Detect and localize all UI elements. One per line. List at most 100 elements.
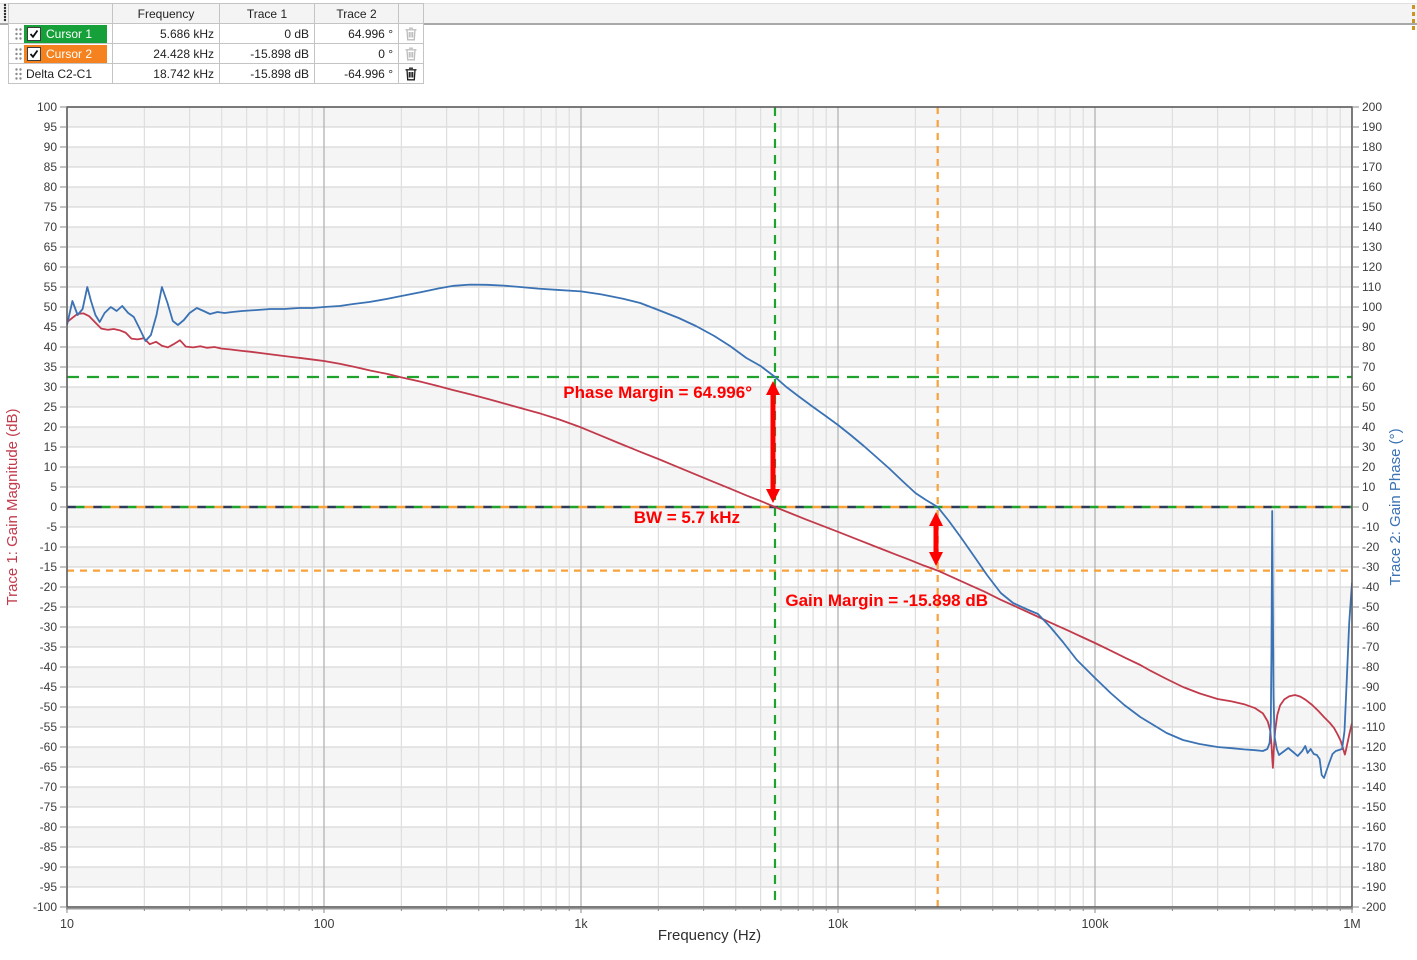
- svg-text:85: 85: [44, 160, 58, 174]
- table-drag-handle-icon[interactable]: [2, 3, 10, 23]
- svg-text:200: 200: [1362, 100, 1382, 114]
- gain-phase-trace: [67, 283, 1352, 779]
- svg-text:100: 100: [1362, 300, 1382, 314]
- svg-text:10: 10: [1362, 480, 1376, 494]
- svg-text:-90: -90: [40, 860, 58, 874]
- cursor-lines[interactable]: [67, 107, 1352, 907]
- svg-text:160: 160: [1362, 180, 1382, 194]
- band-shading: [67, 107, 1352, 887]
- svg-text:30: 30: [44, 380, 58, 394]
- row-header-3: Delta C2-C1: [8, 63, 113, 84]
- svg-text:80: 80: [1362, 340, 1376, 354]
- svg-text:-95: -95: [40, 880, 58, 894]
- row-header-2: Cursor 2: [8, 43, 113, 64]
- svg-text:-200: -200: [1362, 900, 1386, 914]
- svg-text:25: 25: [44, 400, 58, 414]
- svg-text:45: 45: [44, 320, 58, 334]
- svg-text:-60: -60: [1362, 620, 1380, 634]
- svg-text:-20: -20: [1362, 540, 1380, 554]
- trace1-value: 0 dB: [219, 23, 315, 44]
- svg-text:120: 120: [1362, 260, 1382, 274]
- row-drag-handle-icon[interactable]: [14, 27, 23, 41]
- trash-icon[interactable]: [404, 45, 418, 63]
- svg-text:-45: -45: [40, 680, 58, 694]
- trace1-value: -15.898 dB: [219, 63, 315, 84]
- svg-text:75: 75: [44, 200, 58, 214]
- svg-text:140: 140: [1362, 220, 1382, 234]
- frequency-value: 5.686 kHz: [112, 23, 220, 44]
- svg-text:50: 50: [1362, 400, 1376, 414]
- svg-text:-80: -80: [40, 820, 58, 834]
- svg-text:-150: -150: [1362, 800, 1386, 814]
- panel-resize-handle-icon[interactable]: [1411, 4, 1416, 34]
- phase-margin-arrow: [766, 381, 780, 503]
- svg-text:-110: -110: [1362, 720, 1385, 734]
- svg-text:100: 100: [314, 917, 335, 931]
- trash-icon[interactable]: [404, 25, 418, 43]
- svg-text:-160: -160: [1362, 820, 1386, 834]
- gain-margin-label: Gain Margin = -15.898 dB: [785, 591, 988, 610]
- svg-text:-90: -90: [1362, 680, 1380, 694]
- svg-text:20: 20: [1362, 460, 1376, 474]
- svg-text:10: 10: [44, 460, 58, 474]
- row-drag-handle-icon[interactable]: [14, 47, 23, 61]
- svg-text:10: 10: [60, 917, 74, 931]
- left-axis-title: Trace 1: Gain Magnitude (dB): [4, 408, 21, 605]
- svg-text:80: 80: [44, 180, 58, 194]
- svg-text:-100: -100: [1362, 700, 1386, 714]
- svg-text:-60: -60: [40, 740, 58, 754]
- svg-text:60: 60: [1362, 380, 1376, 394]
- trash-icon[interactable]: [404, 65, 418, 83]
- svg-text:-50: -50: [1362, 600, 1380, 614]
- trace1-value: -15.898 dB: [219, 43, 315, 64]
- svg-text:-70: -70: [40, 780, 58, 794]
- trace2-value: -64.996 °: [314, 63, 399, 84]
- svg-text:-80: -80: [1362, 660, 1380, 674]
- svg-text:-55: -55: [40, 720, 58, 734]
- column-header-blank-0: [8, 3, 113, 24]
- svg-text:170: 170: [1362, 160, 1382, 174]
- delete-cursor-cell: [398, 23, 424, 44]
- column-header-Frequency: Frequency: [112, 3, 220, 24]
- svg-text:130: 130: [1362, 240, 1382, 254]
- svg-text:-130: -130: [1362, 760, 1386, 774]
- svg-text:-140: -140: [1362, 780, 1386, 794]
- svg-text:0: 0: [1362, 500, 1369, 514]
- cursor-label: Cursor 2: [46, 46, 93, 61]
- row-drag-handle-icon[interactable]: [14, 67, 23, 81]
- cursor-visible-checkbox[interactable]: [27, 26, 41, 41]
- svg-text:90: 90: [1362, 320, 1376, 334]
- svg-text:10k: 10k: [828, 917, 849, 931]
- svg-text:-85: -85: [40, 840, 58, 854]
- svg-text:-5: -5: [46, 520, 57, 534]
- cursor-label: Cursor 1: [46, 26, 93, 41]
- svg-text:150: 150: [1362, 200, 1382, 214]
- phase-margin-label: Phase Margin = 64.996°: [563, 383, 752, 402]
- frequency-value: 18.742 kHz: [112, 63, 220, 84]
- delete-cursor-cell: [398, 63, 424, 84]
- svg-text:90: 90: [44, 140, 58, 154]
- delete-cursor-cell: [398, 43, 424, 64]
- svg-text:30: 30: [1362, 440, 1376, 454]
- svg-text:-35: -35: [40, 640, 58, 654]
- cursor-visible-checkbox[interactable]: [27, 46, 41, 61]
- cursor-name-box: Cursor 1: [24, 24, 107, 43]
- svg-text:-30: -30: [40, 620, 58, 634]
- svg-text:70: 70: [44, 220, 58, 234]
- traces: [67, 283, 1352, 779]
- cursor-name-box: Cursor 2: [24, 44, 107, 63]
- svg-text:100: 100: [37, 100, 57, 114]
- svg-text:-30: -30: [1362, 560, 1380, 574]
- trace2-value: 64.996 °: [314, 23, 399, 44]
- column-header-blank-4: [398, 3, 424, 24]
- svg-text:-170: -170: [1362, 840, 1386, 854]
- svg-text:-15: -15: [40, 560, 58, 574]
- axis-ticks: [60, 106, 1359, 913]
- svg-text:-190: -190: [1362, 880, 1386, 894]
- svg-text:100k: 100k: [1081, 917, 1109, 931]
- svg-text:1M: 1M: [1343, 917, 1360, 931]
- bw-label: BW = 5.7 kHz: [634, 508, 740, 527]
- svg-text:-40: -40: [1362, 580, 1380, 594]
